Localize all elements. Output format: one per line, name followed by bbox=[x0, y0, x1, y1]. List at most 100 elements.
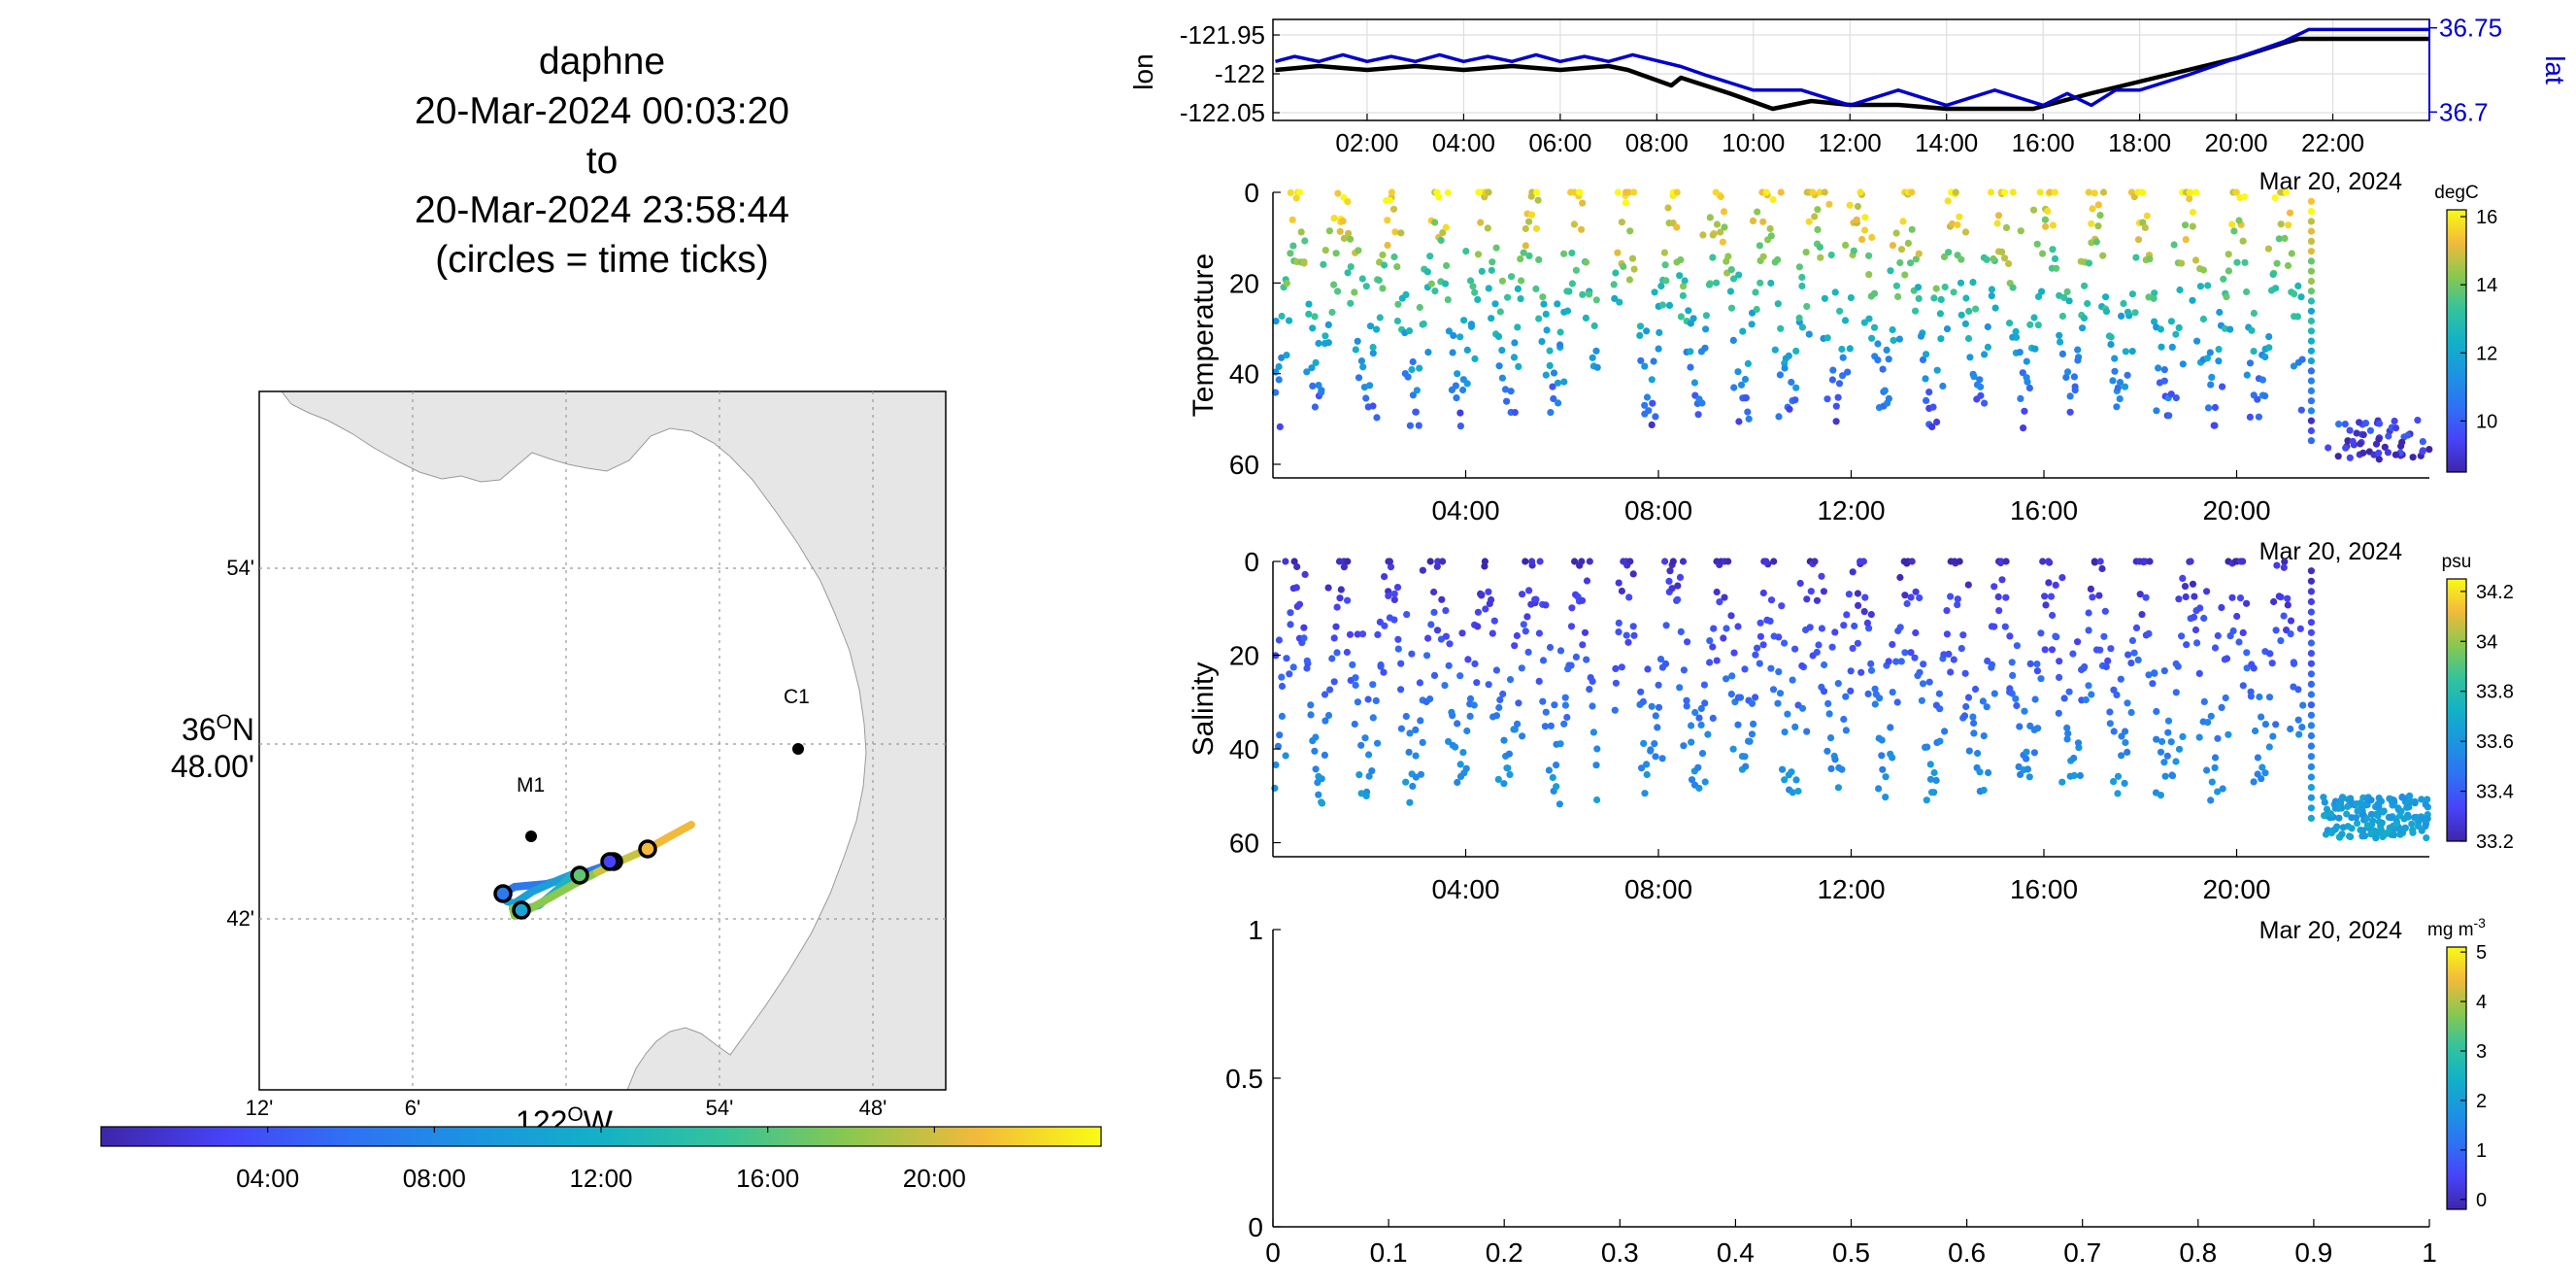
temperature-point bbox=[1488, 315, 1495, 322]
salinity-point bbox=[2179, 574, 2187, 583]
salinity-point bbox=[2280, 563, 2288, 571]
temperature-point bbox=[1662, 277, 1670, 285]
temperature-point bbox=[1970, 373, 1978, 381]
temperature-point bbox=[2192, 188, 2200, 196]
salinity-point bbox=[2168, 771, 2176, 779]
salinity-point bbox=[1332, 623, 1340, 630]
temperature-point bbox=[2241, 193, 2249, 201]
salinity-y-tick-label: 40 bbox=[1229, 734, 1259, 764]
salinity-point bbox=[2239, 682, 2247, 690]
salinity-point bbox=[1466, 695, 1475, 703]
temperature-point bbox=[2058, 350, 2066, 357]
temperature-point bbox=[1347, 263, 1355, 271]
temperature-point bbox=[1969, 279, 1977, 287]
temperature-point bbox=[1861, 214, 1869, 221]
salinity-point bbox=[1638, 764, 1646, 772]
salinity-point bbox=[1706, 659, 1714, 666]
temperature-point bbox=[1957, 311, 1965, 319]
temperature-point bbox=[1610, 281, 1618, 288]
temperature-point bbox=[1485, 188, 1492, 196]
temperature-colorbar-tick-label: 12 bbox=[2476, 343, 2497, 364]
salinity-point bbox=[1695, 784, 1703, 793]
salinity-point bbox=[1278, 712, 1286, 721]
chlorophyll-y-tick-label: 0.5 bbox=[1225, 1064, 1263, 1094]
salinity-point bbox=[2087, 585, 2094, 593]
temperature-point bbox=[1984, 322, 1991, 331]
salinity-point bbox=[2367, 810, 2375, 818]
temperature-point bbox=[1914, 284, 1923, 291]
salinity-point bbox=[2268, 660, 2276, 667]
temperature-point bbox=[1908, 225, 1916, 233]
salinity-point bbox=[1826, 734, 1835, 742]
salinity-point bbox=[2214, 788, 2222, 796]
salinity-point bbox=[1655, 681, 1662, 689]
temperature-point bbox=[1937, 295, 1945, 303]
salinity-point bbox=[2106, 708, 2114, 716]
temperature-point bbox=[1889, 242, 1896, 250]
temperature-point bbox=[1355, 247, 1362, 254]
temperature-point bbox=[1278, 312, 1286, 321]
salinity-point bbox=[2235, 638, 2243, 646]
temperature-point bbox=[2186, 188, 2193, 196]
salinity-point bbox=[1710, 625, 1718, 632]
temperature-point bbox=[2120, 299, 2127, 308]
temperature-point bbox=[2107, 333, 2115, 341]
salinity-point bbox=[1547, 722, 1555, 729]
salinity-point bbox=[1865, 625, 1873, 632]
salinity-point bbox=[1788, 768, 1795, 776]
temperature-point bbox=[1889, 325, 1896, 334]
salinity-point bbox=[1691, 708, 1699, 717]
salinity-point bbox=[2048, 646, 2057, 654]
salinity-point bbox=[1385, 592, 1392, 600]
temperature-point bbox=[1456, 423, 1464, 430]
temperature-point bbox=[2243, 371, 2251, 379]
salinity-point bbox=[1827, 764, 1835, 773]
temperature-point bbox=[1622, 199, 1629, 207]
salinity-point bbox=[2039, 558, 2047, 565]
temperature-point bbox=[1687, 363, 1694, 371]
temperature-point bbox=[1315, 339, 1322, 348]
temperature-point bbox=[2356, 419, 2363, 426]
lon-tick-label: 54' bbox=[706, 1096, 734, 1120]
temperature-point bbox=[2254, 395, 2261, 403]
salinity-point bbox=[2388, 797, 2395, 805]
salinity-point bbox=[1300, 634, 1308, 642]
temperature-point bbox=[1805, 330, 1813, 338]
salinity-point bbox=[2287, 630, 2294, 638]
temperature-point bbox=[1956, 213, 1963, 220]
temperature-point bbox=[1420, 320, 1427, 328]
salinity-point bbox=[2008, 659, 2016, 666]
temperature-point bbox=[2070, 373, 2078, 381]
temperature-point bbox=[2065, 297, 2073, 305]
temperature-point bbox=[1817, 254, 1824, 261]
salinity-point bbox=[1926, 775, 1934, 783]
temperature-point bbox=[2168, 343, 2176, 351]
salinity-point bbox=[1377, 662, 1385, 670]
temperature-point bbox=[1651, 288, 1658, 296]
salinity-point bbox=[2023, 755, 2030, 763]
temperature-point bbox=[1352, 346, 1359, 354]
temperature-point bbox=[1330, 281, 1338, 288]
temperature-point bbox=[1439, 228, 1447, 237]
salinity-point bbox=[1397, 660, 1405, 667]
salinity-point bbox=[2193, 639, 2201, 647]
temperature-point bbox=[2223, 293, 2230, 301]
salinity-point bbox=[2272, 627, 2280, 634]
salinity-point bbox=[2375, 795, 2383, 802]
salinity-point bbox=[1794, 787, 1802, 796]
salinity-point bbox=[1908, 558, 1916, 565]
salinity-point bbox=[2055, 709, 2062, 717]
salinity-point bbox=[1542, 708, 1550, 716]
lat-tick-label: 42' bbox=[226, 906, 254, 931]
salinity-point bbox=[2161, 772, 2169, 780]
temperature-point bbox=[1937, 335, 1945, 343]
temperature-point bbox=[1546, 347, 1554, 355]
temperature-point bbox=[1340, 234, 1348, 242]
temperature-point bbox=[1404, 373, 1412, 381]
salinity-point bbox=[1781, 729, 1789, 736]
position-x-tick-label: 02:00 bbox=[1335, 128, 1398, 157]
temperature-point bbox=[1498, 374, 1506, 382]
map-panel: 54' 36ON 48.00' 42' 12' 6' 122OW 54' 48'… bbox=[100, 390, 1102, 1193]
temperature-point bbox=[1984, 343, 1991, 351]
